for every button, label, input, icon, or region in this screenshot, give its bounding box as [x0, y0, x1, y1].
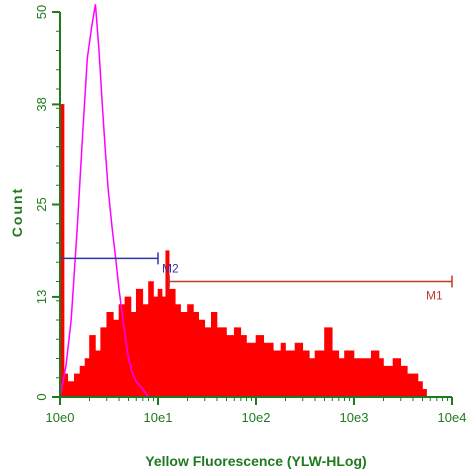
y-tick-label: 13: [34, 290, 49, 304]
y-axis-label: Count: [9, 187, 25, 237]
series-layer: [59, 4, 431, 398]
marker-m2-label: M2: [162, 261, 179, 275]
y-tick-label: 25: [34, 197, 49, 211]
series-outline: [59, 4, 150, 398]
x-tick-label: 10e4: [438, 410, 467, 425]
y-tick-label: 38: [34, 97, 49, 111]
x-axis-label: Yellow Fluorescence (YLW-HLog): [145, 453, 366, 469]
series-filled: [59, 104, 431, 398]
plot-area: M1 M2 10e0 10e1 10e2 10e3 10e4 0 13 25 38 50: [34, 4, 466, 425]
x-ticks: 10e0 10e1 10e2 10e3 10e4: [46, 397, 467, 425]
x-tick-label: 10e3: [340, 410, 369, 425]
y-tick-label: 0: [34, 393, 49, 400]
x-tick-label: 10e2: [242, 410, 271, 425]
x-tick-label: 10e1: [144, 410, 173, 425]
x-tick-label: 10e0: [46, 410, 75, 425]
y-tick-label: 50: [34, 5, 49, 19]
marker-layer: M1 M2: [59, 252, 453, 303]
marker-m1-label: M1: [426, 289, 443, 303]
y-ticks: 0 13 25 38 50: [34, 5, 60, 401]
